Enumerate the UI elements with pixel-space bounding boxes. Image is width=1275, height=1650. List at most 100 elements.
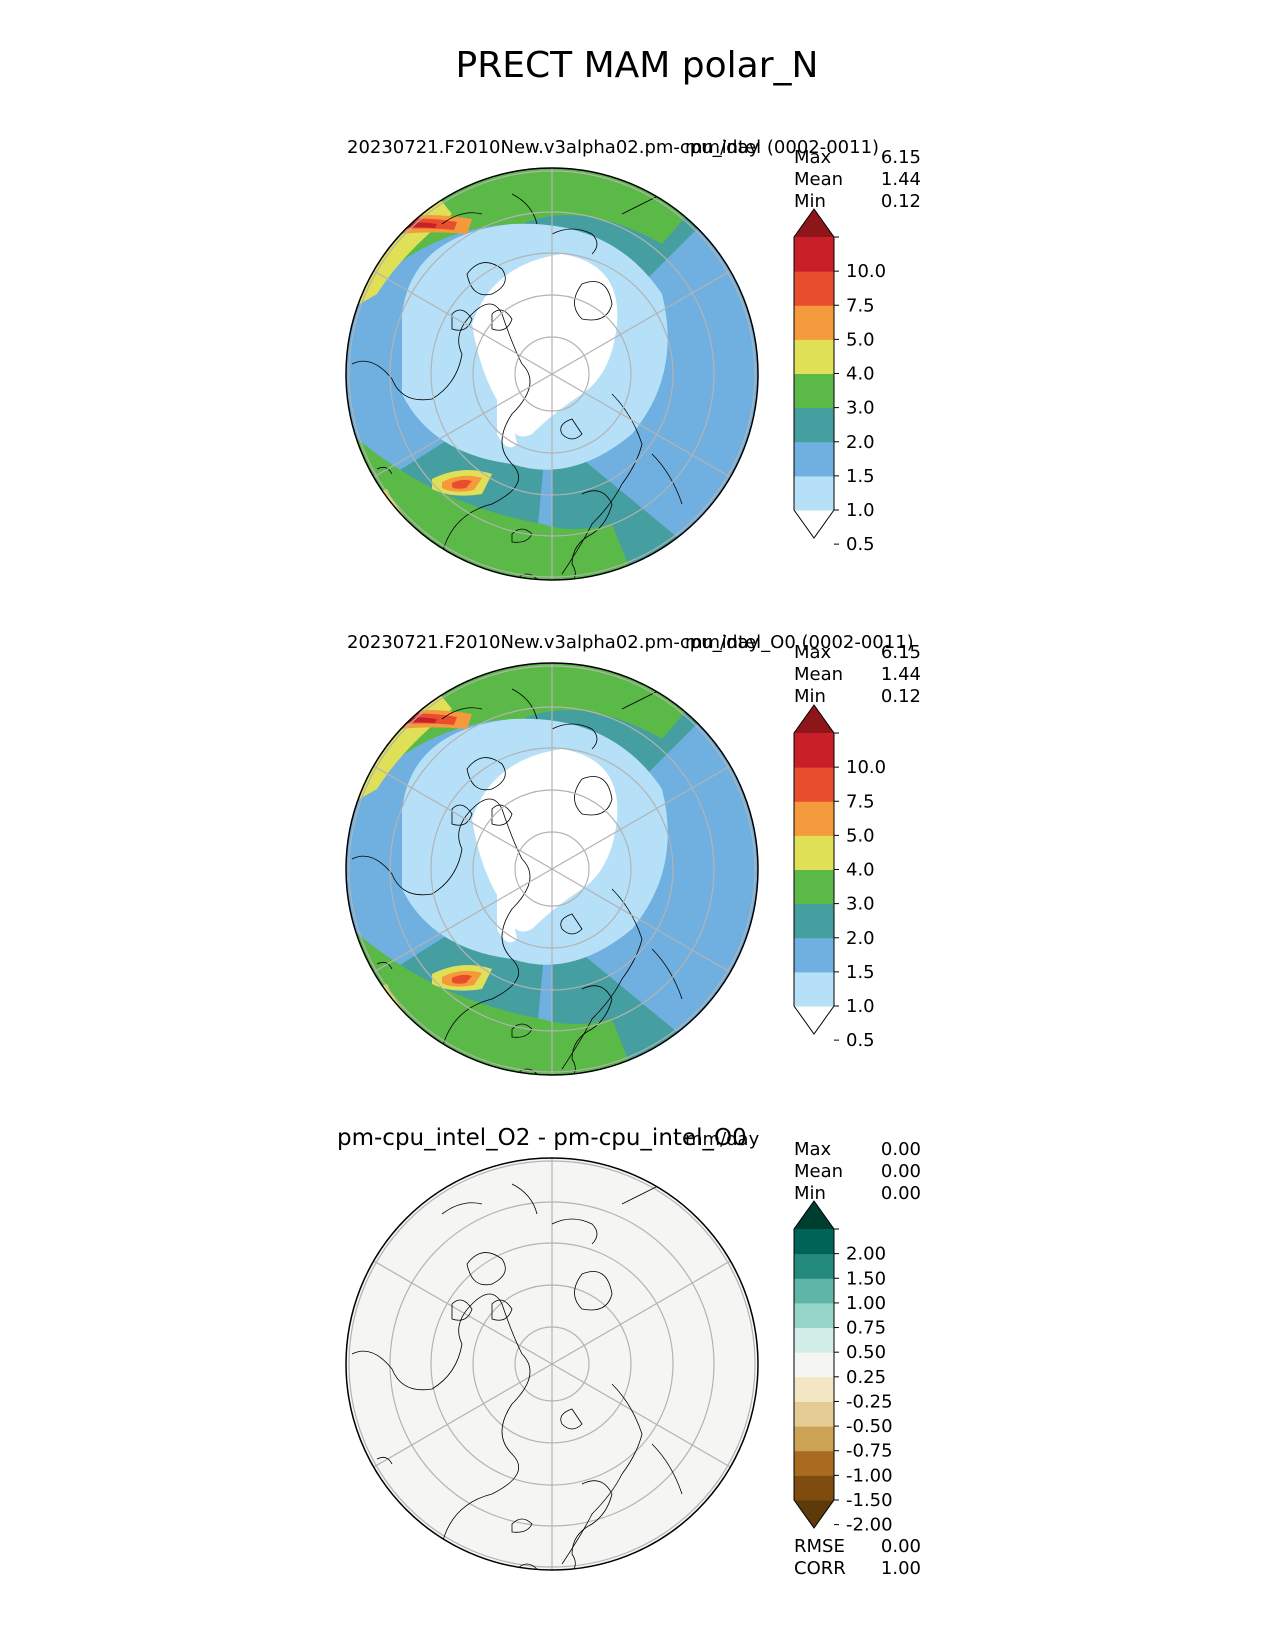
- colorbar-tick-label: -0.50: [846, 1416, 893, 1437]
- colorbar-tick-label: 1.5: [846, 466, 875, 487]
- colorbar-extend-max: [794, 209, 834, 237]
- colorbar-segment: [794, 1401, 834, 1427]
- colorbar-segment: [794, 475, 834, 511]
- colorbar-tick-label: 3.0: [846, 398, 875, 419]
- colorbar-extend-max: [794, 705, 834, 733]
- colorbar-segment: [794, 1376, 834, 1402]
- stat-value-mean: 1.44: [881, 169, 921, 190]
- colorbar-tick-label: 2.0: [846, 432, 875, 453]
- colorbar-segment: [794, 1302, 834, 1329]
- colorbar-tick-label: 5.0: [846, 329, 875, 350]
- stat-label-max: Max: [794, 1139, 832, 1160]
- colorbar-segment: [794, 271, 834, 306]
- colorbar-tick-label: 10.0: [846, 261, 886, 282]
- colorbar-tick-label: -1.00: [846, 1465, 893, 1486]
- stat-label-corr: CORR: [794, 1558, 846, 1579]
- colorbar-3: 2.00 1.50 1.00 0.75 0.50 0.25 -0.25 -0.50 -0.75 -…: [793, 1200, 893, 1536]
- colorbar-segment: [794, 407, 834, 443]
- polar-map-1: [346, 168, 758, 580]
- colorbar-segment: [794, 1426, 834, 1452]
- colorbar-extend-min: [794, 1500, 834, 1528]
- colorbar-tick-label: 0.75: [846, 1318, 886, 1339]
- colorbar-segment: [794, 835, 834, 870]
- stat-label-min: Min: [794, 191, 826, 212]
- stat-value-min: 0.12: [881, 191, 921, 212]
- colorbar-segment: [794, 1475, 834, 1501]
- stat-value-min: 0.12: [881, 686, 921, 707]
- colorbar-segment: [794, 237, 834, 272]
- panel-2: 20230721.F2010New.v3alpha02.pm-cpu_intel…: [345, 632, 921, 1076]
- stat-label-mean: Mean: [794, 169, 843, 190]
- colorbar-tick-label: 0.5: [846, 1030, 875, 1051]
- colorbar-segment: [794, 373, 834, 409]
- colorbar-segment: [794, 1229, 834, 1255]
- colorbar-tick-label: 2.00: [846, 1244, 886, 1265]
- stat-label-mean: Mean: [794, 664, 843, 685]
- colorbar-tick-label: 4.0: [846, 860, 875, 881]
- colorbar-segment: [794, 1327, 834, 1353]
- colorbar-segment: [794, 937, 834, 973]
- stat-label-min: Min: [794, 686, 826, 707]
- colorbar-segment: [794, 1278, 834, 1304]
- colorbar-tick-label: 1.50: [846, 1268, 886, 1289]
- stat-value-corr: 1.00: [881, 1558, 921, 1579]
- colorbar-segment: [794, 903, 834, 939]
- colorbar-tick-label: 4.0: [846, 364, 875, 385]
- colorbar-tick-label: 2.0: [846, 928, 875, 949]
- polar-map-2: [346, 663, 758, 1075]
- colorbar-extend-max: [794, 1201, 834, 1229]
- colorbar-segment: [794, 801, 834, 836]
- colorbar-2: 10.0 7.5 5.0 4.0 3.0 2.0 1.5 1.0 0.5: [793, 704, 886, 1051]
- colorbar-tick-label: 0.25: [846, 1367, 886, 1388]
- colorbar-segment: [794, 339, 834, 374]
- colorbar-segment: [794, 767, 834, 802]
- colorbar-tick-label: 3.0: [846, 894, 875, 915]
- colorbar-tick-label: 1.5: [846, 962, 875, 983]
- panel-1-units: mm/day: [685, 137, 760, 158]
- stat-value-rmse: 0.00: [881, 1536, 921, 1557]
- stats-3: Max 0.00 Mean 0.00 Min 0.00: [794, 1139, 921, 1204]
- colorbar-tick-label: -1.50: [846, 1490, 893, 1511]
- colorbar-segment: [794, 1253, 834, 1279]
- stat-label-max: Max: [794, 642, 832, 663]
- panel-1-title: 20230721.F2010New.v3alpha02.pm-cpu_intel…: [347, 137, 879, 158]
- stat-value-max: 6.15: [881, 147, 921, 168]
- stats-2: Max 6.15 Mean 1.44 Min 0.12: [794, 642, 921, 707]
- colorbar-tick-label: 5.0: [846, 825, 875, 846]
- colorbar-tick-label: -0.75: [846, 1441, 893, 1462]
- polar-map-3: [346, 1158, 758, 1570]
- map-boundary-2: [345, 662, 759, 1076]
- colorbar-segment: [794, 441, 834, 477]
- colorbar-segment: [794, 1352, 834, 1378]
- colorbar-tick-label: 7.5: [846, 295, 875, 316]
- colorbar-segment: [794, 733, 834, 768]
- panel-3: pm-cpu_intel_O2 - pm-cpu_intel_O0 mm/day…: [337, 1125, 921, 1579]
- colorbar-tick-label: 1.00: [846, 1293, 886, 1314]
- bottom-stats-3: RMSE 0.00 CORR 1.00: [794, 1536, 921, 1579]
- stat-value-mean: 0.00: [881, 1161, 921, 1182]
- panel-2-units: mm/day: [685, 632, 760, 653]
- stat-label-max: Max: [794, 147, 832, 168]
- stat-label-mean: Mean: [794, 1161, 843, 1182]
- colorbar-tick-label: 10.0: [846, 757, 886, 778]
- colorbar-tick-label: 1.0: [846, 500, 875, 521]
- stat-value-min: 0.00: [881, 1183, 921, 1204]
- stat-label-min: Min: [794, 1183, 826, 1204]
- stat-value-mean: 1.44: [881, 664, 921, 685]
- colorbar-tick-label: 0.50: [846, 1342, 886, 1363]
- colorbar-tick-label: 1.0: [846, 996, 875, 1017]
- map-boundary-3: [345, 1157, 759, 1571]
- stat-label-rmse: RMSE: [794, 1536, 845, 1557]
- colorbar-tick-label: 0.5: [846, 534, 875, 555]
- panel-3-title: pm-cpu_intel_O2 - pm-cpu_intel_O0: [337, 1125, 747, 1151]
- colorbar-segment: [794, 869, 834, 905]
- colorbar-tick-label: -0.25: [846, 1391, 893, 1412]
- map-boundary-1: [345, 167, 759, 581]
- stat-value-max: 0.00: [881, 1139, 921, 1160]
- stats-1: Max 6.15 Mean 1.44 Min 0.12: [794, 147, 921, 212]
- figure-title: PRECT MAM polar_N: [456, 45, 819, 86]
- colorbar-segment: [794, 971, 834, 1007]
- colorbar-extend-min: [794, 510, 834, 538]
- panel-3-units: mm/day: [685, 1129, 760, 1150]
